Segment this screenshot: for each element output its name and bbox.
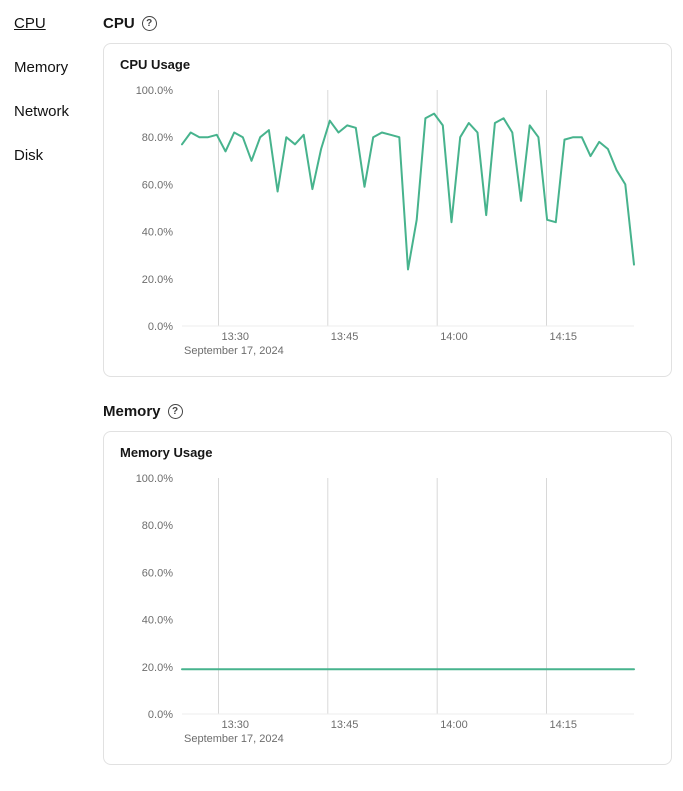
svg-text:80.0%: 80.0% bbox=[142, 132, 173, 144]
sidebar-item-memory[interactable]: Memory bbox=[14, 59, 69, 76]
memory-section: Memory ? Memory Usage 13:30 13:45 14:00 14:… bbox=[103, 403, 672, 765]
cpu-usage-card: CPU Usage 13:30 13:45 14:00 14:15 0.0% 20.0% 4… bbox=[103, 43, 672, 377]
sidebar-item-disk[interactable]: Disk bbox=[14, 147, 44, 164]
memory-section-title: Memory bbox=[103, 403, 161, 420]
help-icon[interactable]: ? bbox=[141, 16, 157, 31]
memory-usage-chart: 13:30 13:45 14:00 14:15 0.0% 20.0% 40.0% 60.0% 8… bbox=[136, 473, 635, 745]
svg-text:September 17, 2024: September 17, 2024 bbox=[184, 345, 284, 357]
cpu-section-header: CPU ? bbox=[103, 15, 672, 32]
cpu-section: CPU ? CPU Usage 13:30 13:45 14:00 14:15 0.0%… bbox=[103, 15, 672, 377]
svg-text:14:15: 14:15 bbox=[550, 331, 578, 343]
cpu-usage-card-title: CPU Usage bbox=[120, 57, 191, 72]
svg-text:20.0%: 20.0% bbox=[142, 662, 173, 674]
metrics-sidebar: CPU Memory Network Disk bbox=[0, 15, 103, 791]
memory-usage-card: Memory Usage 13:30 13:45 14:00 14:15 0.0% 20.… bbox=[103, 431, 672, 765]
svg-text:13:30: 13:30 bbox=[222, 719, 250, 731]
svg-text:September 17, 2024: September 17, 2024 bbox=[184, 733, 284, 745]
memory-section-header: Memory ? bbox=[103, 403, 672, 420]
svg-text:13:45: 13:45 bbox=[331, 331, 359, 343]
memory-usage-card-title: Memory Usage bbox=[120, 445, 213, 460]
svg-text:14:00: 14:00 bbox=[440, 331, 468, 343]
sidebar-item-cpu[interactable]: CPU bbox=[14, 15, 46, 32]
svg-text:40.0%: 40.0% bbox=[142, 615, 173, 627]
svg-text:13:45: 13:45 bbox=[331, 719, 359, 731]
help-icon[interactable]: ? bbox=[167, 404, 183, 419]
sidebar-item-network[interactable]: Network bbox=[14, 103, 70, 120]
svg-text:100.0%: 100.0% bbox=[136, 473, 174, 485]
svg-text:13:30: 13:30 bbox=[222, 331, 250, 343]
metrics-main: CPU ? CPU Usage 13:30 13:45 14:00 14:15 0.0%… bbox=[103, 15, 683, 791]
svg-text:14:15: 14:15 bbox=[550, 719, 578, 731]
cpu-usage-chart: 13:30 13:45 14:00 14:15 0.0% 20.0% 40.0% 60.0% 8… bbox=[136, 85, 635, 357]
svg-text:20.0%: 20.0% bbox=[142, 274, 173, 286]
svg-text:40.0%: 40.0% bbox=[142, 227, 173, 239]
svg-text:0.0%: 0.0% bbox=[148, 709, 173, 721]
svg-text:60.0%: 60.0% bbox=[142, 567, 173, 579]
svg-text:80.0%: 80.0% bbox=[142, 520, 173, 532]
svg-text:14:00: 14:00 bbox=[440, 719, 468, 731]
cpu-section-title: CPU bbox=[103, 15, 135, 32]
svg-text:60.0%: 60.0% bbox=[142, 179, 173, 191]
svg-text:100.0%: 100.0% bbox=[136, 85, 174, 97]
svg-text:0.0%: 0.0% bbox=[148, 321, 173, 333]
